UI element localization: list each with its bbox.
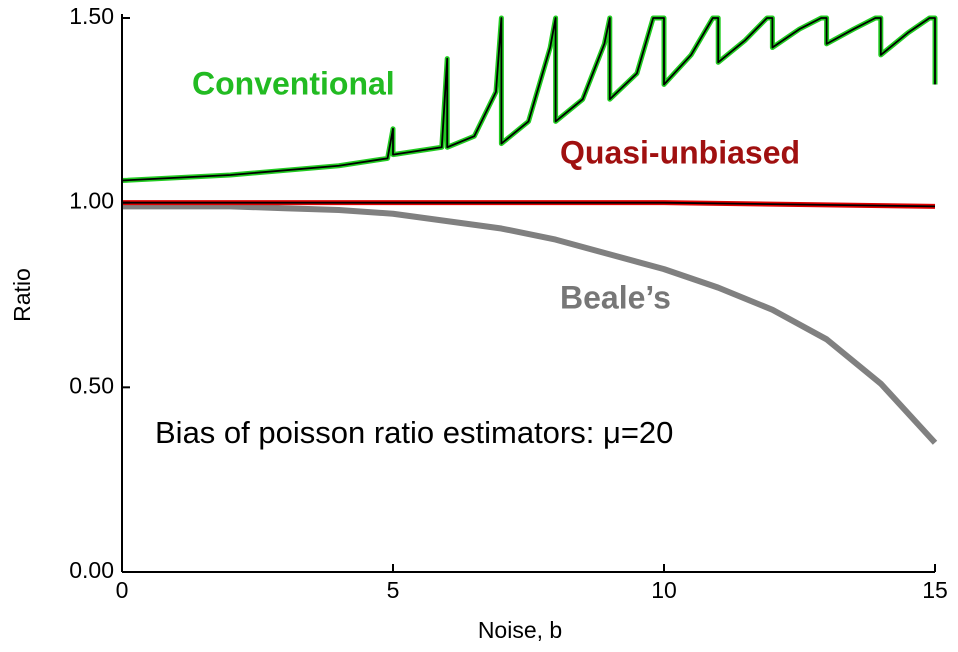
annotation: Beale’s xyxy=(560,279,671,315)
series-line xyxy=(122,203,938,445)
x-axis-label: Noise, b xyxy=(478,617,562,643)
y-axis-label: Ratio xyxy=(9,268,35,322)
x-tick-label: 5 xyxy=(387,577,400,603)
y-tick-label: 1.00 xyxy=(69,188,114,214)
series-line-core xyxy=(122,201,936,208)
y-tick-label: 0.50 xyxy=(69,372,114,398)
series-line-core xyxy=(121,17,936,182)
annotation: Bias of poisson ratio estimators: μ=20 xyxy=(155,415,673,450)
annotation: Conventional xyxy=(192,65,395,101)
y-tick-label: 0.00 xyxy=(69,557,114,583)
annotation: Quasi-unbiased xyxy=(560,134,800,170)
y-tick-label: 1.50 xyxy=(69,3,114,29)
x-tick-label: 15 xyxy=(922,577,948,603)
x-tick-label: 10 xyxy=(651,577,677,603)
x-tick-label: 0 xyxy=(116,577,129,603)
plot-area xyxy=(121,15,938,445)
